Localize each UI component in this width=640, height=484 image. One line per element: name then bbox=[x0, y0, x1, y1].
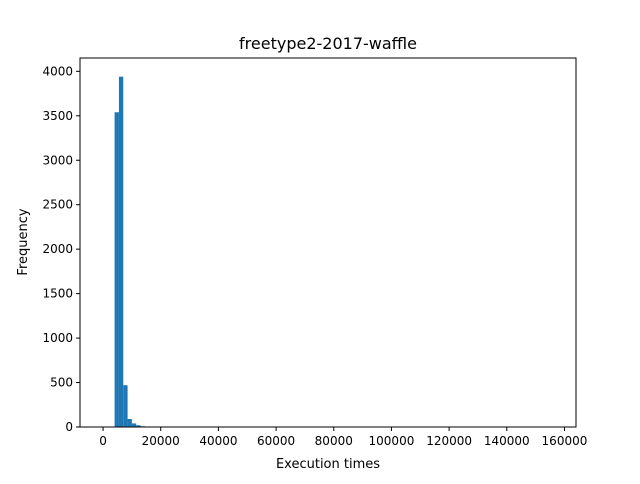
chart-title: freetype2-2017-waffle bbox=[239, 34, 417, 53]
x-tick-label-3: 60000 bbox=[257, 434, 295, 448]
histogram-bar-3 bbox=[128, 419, 132, 427]
y-axis-label: Frequency bbox=[16, 208, 31, 275]
y-tick-label-5: 2500 bbox=[42, 198, 73, 212]
x-tick-label-4: 80000 bbox=[315, 434, 353, 448]
histogram-bar-4 bbox=[132, 423, 136, 427]
histogram-bar-0 bbox=[115, 112, 119, 427]
x-axis-label: Execution times bbox=[276, 457, 380, 472]
histogram-bar-1 bbox=[119, 77, 123, 427]
x-tick-label-5: 100000 bbox=[369, 434, 415, 448]
x-tick-label-0: 0 bbox=[99, 434, 107, 448]
x-tick-label-2: 40000 bbox=[199, 434, 237, 448]
y-tick-label-8: 4000 bbox=[42, 64, 73, 78]
x-tick-label-1: 20000 bbox=[142, 434, 180, 448]
y-tick-label-4: 2000 bbox=[42, 242, 73, 256]
y-tick-label-6: 3000 bbox=[42, 153, 73, 167]
x-tick-label-8: 160000 bbox=[542, 434, 588, 448]
x-tick-label-6: 120000 bbox=[426, 434, 472, 448]
y-tick-label-1: 500 bbox=[50, 376, 73, 390]
y-tick-label-3: 1500 bbox=[42, 287, 73, 301]
y-tick-label-7: 3500 bbox=[42, 109, 73, 123]
histogram-bar-2 bbox=[123, 385, 127, 427]
y-tick-label-2: 1000 bbox=[42, 331, 73, 345]
y-tick-label-0: 0 bbox=[65, 420, 73, 434]
x-tick-label-7: 140000 bbox=[484, 434, 530, 448]
